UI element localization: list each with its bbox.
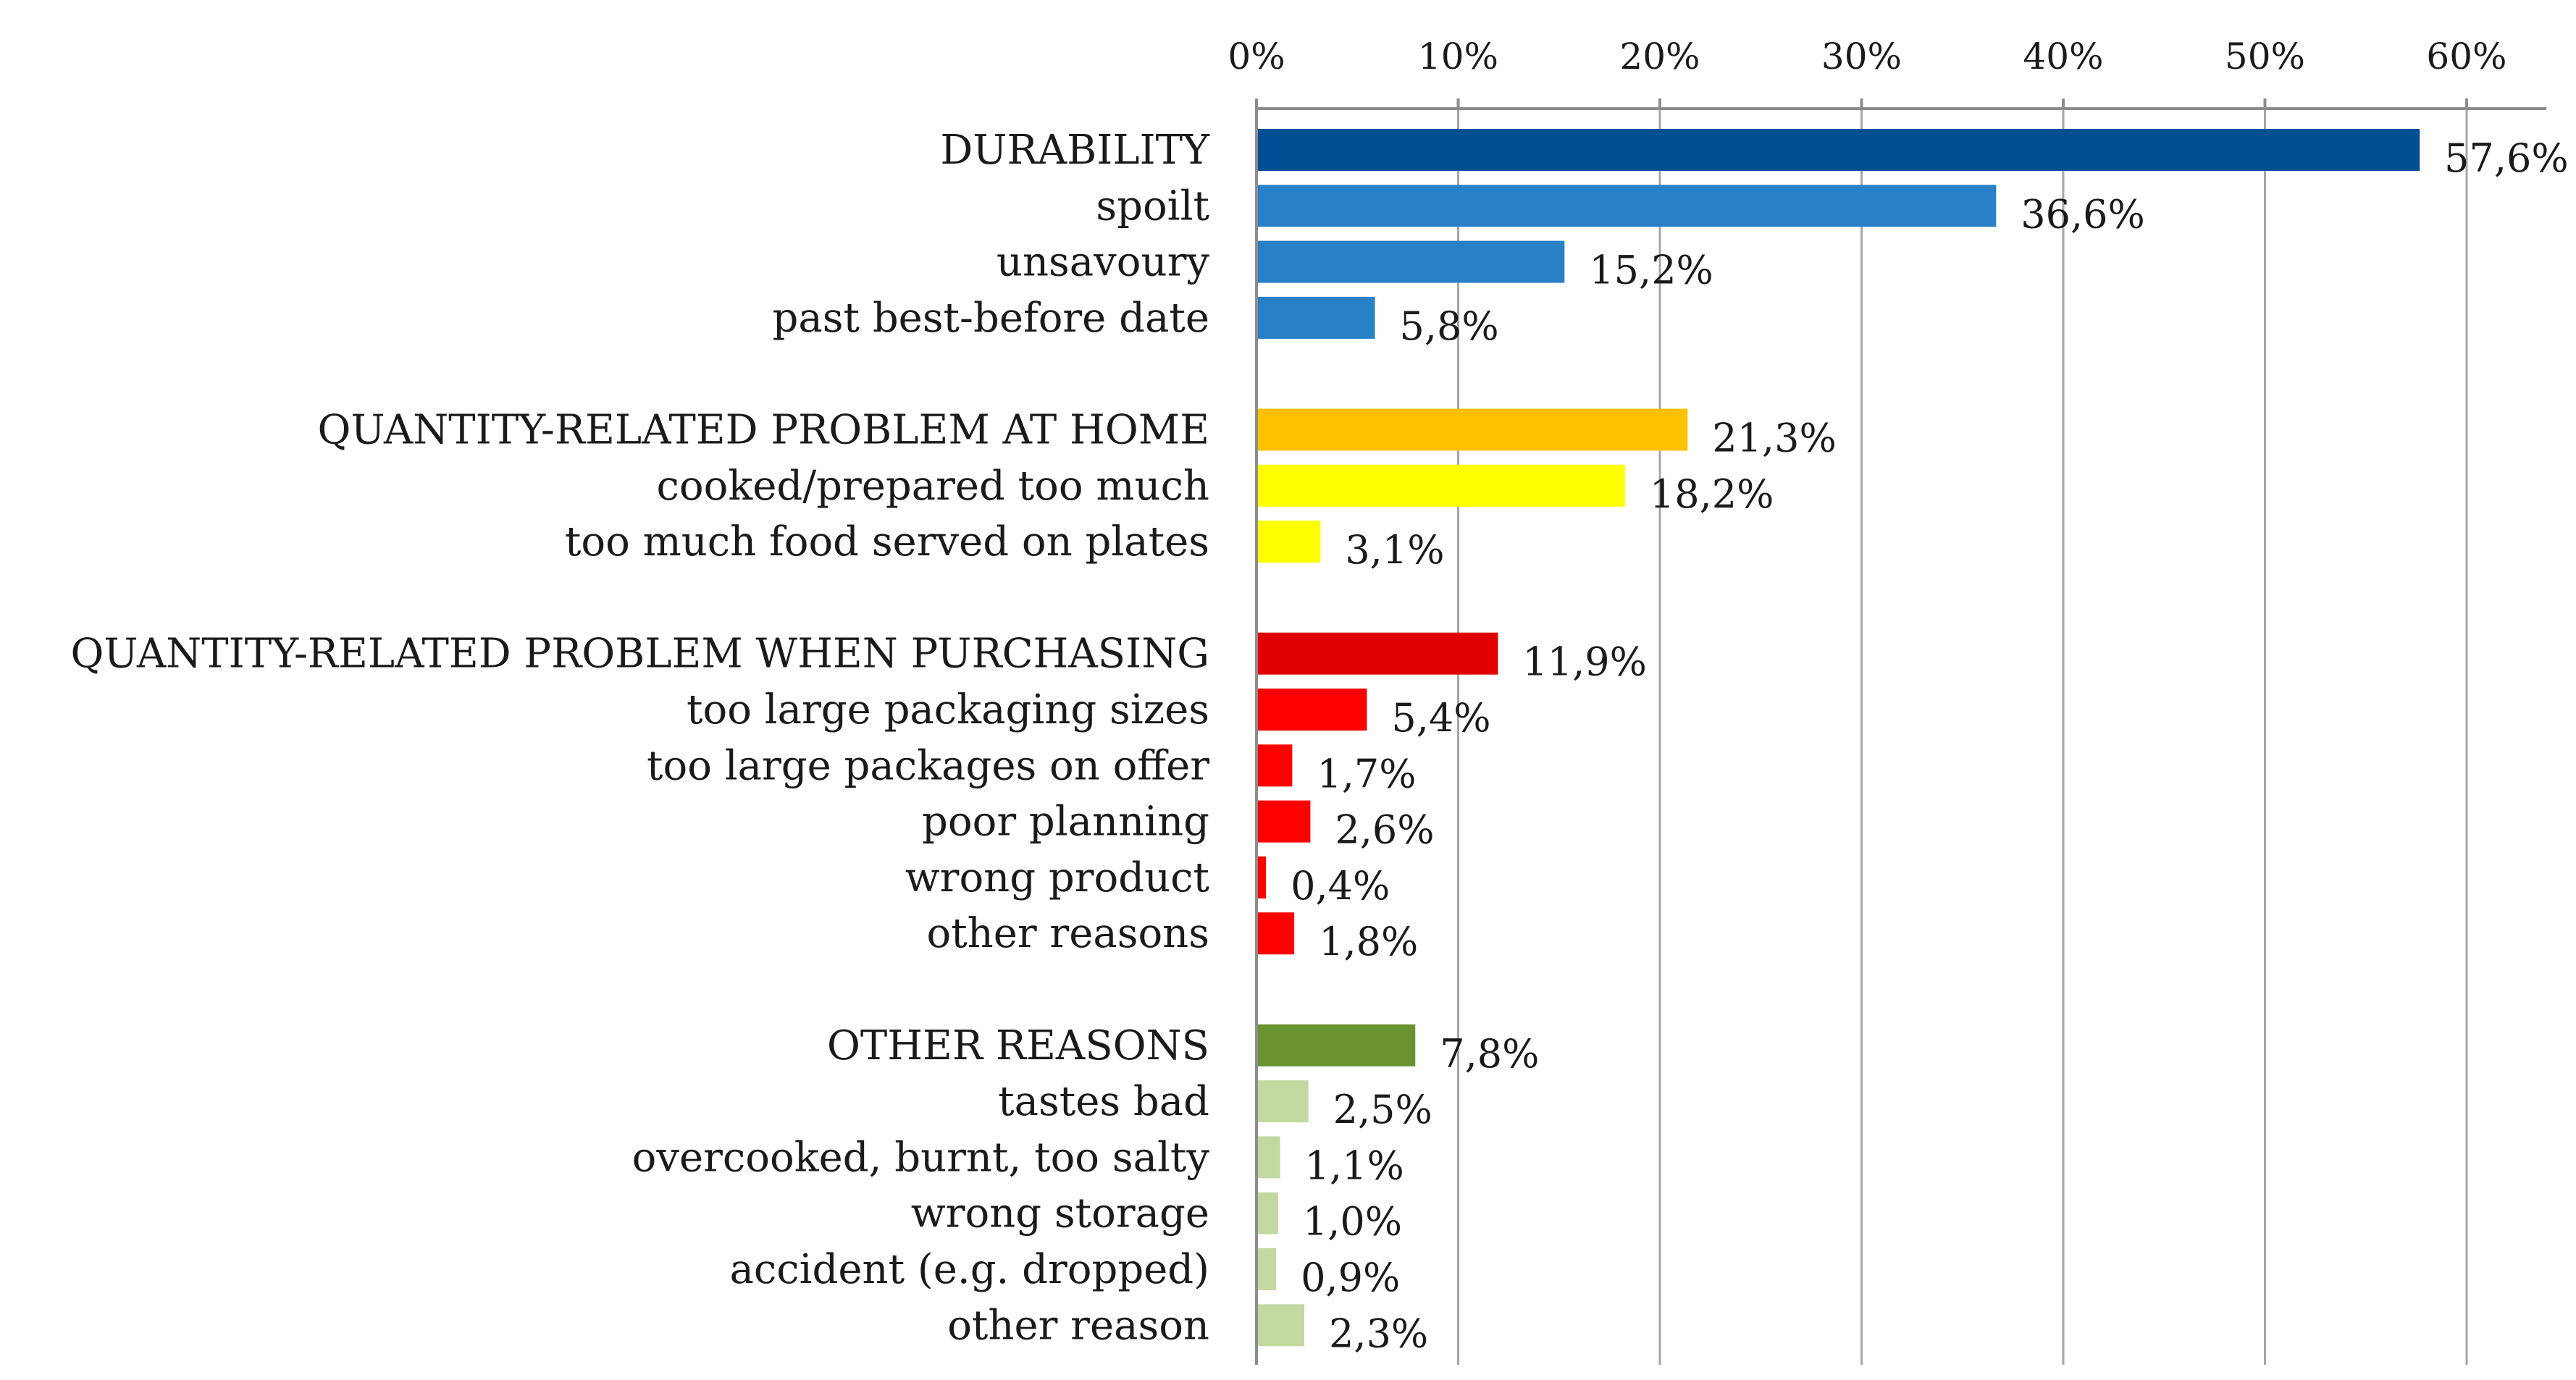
value-label: 21,3%: [1712, 416, 1837, 461]
group-label: OTHER REASONS: [827, 1022, 1209, 1069]
value-label: 2,6%: [1335, 807, 1434, 853]
label-layer: DURABILITY 57,6% spoilt 36,6% unsavoury 15,2%…: [70, 127, 2568, 1356]
value-label: 1,0%: [1303, 1199, 1402, 1245]
category-label: other reasons: [926, 910, 1209, 957]
bar-layer: [1258, 129, 2420, 1347]
category-label: spoilt: [1096, 182, 1209, 230]
bar-spoilt: [1258, 185, 1997, 227]
category-label: poor planning: [922, 799, 1209, 846]
bar-unsavoury: [1258, 240, 1565, 283]
category-label: too much food served on plates: [565, 518, 1209, 565]
bar-accident-e-g-dropped: [1258, 1248, 1277, 1290]
value-label: 1,8%: [1319, 919, 1418, 964]
value-label: 7,8%: [1440, 1031, 1539, 1077]
value-label: 2,5%: [1333, 1087, 1432, 1132]
value-label: 1,7%: [1317, 751, 1416, 796]
bar-other-reasons: [1258, 912, 1295, 955]
value-label: 36,6%: [2021, 191, 2145, 237]
bar-past-best-before-date: [1258, 296, 1375, 339]
category-label: past best-before date: [773, 295, 1209, 342]
value-label: 1,1%: [1305, 1143, 1404, 1188]
value-label: 5,4%: [1391, 695, 1490, 741]
group-bar-quantity-related-problem-when-purchasing: [1258, 632, 1498, 675]
bar-tastes-bad: [1258, 1080, 1309, 1123]
category-label: tastes bad: [998, 1078, 1209, 1125]
value-label: 57,6%: [2444, 135, 2569, 181]
category-label: too large packages on offer: [647, 742, 1209, 789]
category-label: cooked/prepared too much: [657, 463, 1209, 510]
category-label: other reason: [947, 1302, 1209, 1349]
bar-overcooked-burnt-too-salty: [1258, 1136, 1280, 1179]
category-label: too large packaging sizes: [687, 686, 1209, 733]
grid-layer: [1457, 109, 2468, 1365]
bar-wrong-product: [1258, 856, 1267, 899]
x-tick-label: 40%: [2023, 35, 2103, 77]
group-bar-durability: [1258, 129, 2420, 171]
bar-too-much-food-served-on-plates: [1258, 521, 1321, 563]
category-label: accident (e.g. dropped): [730, 1246, 1209, 1293]
category-label: overcooked, burnt, too salty: [632, 1134, 1210, 1181]
group-bar-other-reasons: [1258, 1024, 1416, 1066]
category-label: unsavoury: [997, 239, 1209, 286]
group-label: QUANTITY-RELATED PROBLEM AT HOME: [317, 407, 1209, 454]
group-bar-quantity-related-problem-at-home: [1258, 408, 1688, 451]
x-tick-label: 30%: [1821, 35, 1902, 77]
axis-layer: 0% 10% 20% 30% 40% 50% 60%: [1228, 35, 2546, 1365]
x-tick-label: 50%: [2225, 35, 2305, 77]
bar-too-large-packages-on-offer: [1258, 744, 1293, 787]
category-label: wrong storage: [911, 1190, 1209, 1237]
value-label: 3,1%: [1345, 527, 1444, 573]
bar-wrong-storage: [1258, 1192, 1278, 1234]
value-label: 5,8%: [1400, 303, 1499, 349]
value-label: 18,2%: [1650, 471, 1774, 517]
group-label: QUANTITY-RELATED PROBLEM WHEN PURCHASING: [70, 631, 1209, 678]
x-tick-label: 60%: [2426, 35, 2506, 77]
value-label: 11,9%: [1522, 639, 1647, 685]
category-label: wrong product: [905, 854, 1210, 901]
bar-poor-planning: [1258, 800, 1311, 843]
bar-too-large-packaging-sizes: [1258, 689, 1367, 731]
x-tick-label: 0%: [1228, 35, 1285, 77]
value-label: 0,4%: [1291, 863, 1390, 909]
x-tick-label: 10%: [1418, 35, 1498, 77]
value-label: 15,2%: [1589, 248, 1713, 293]
bar-cooked-prepared-too-much: [1258, 464, 1625, 507]
group-label: DURABILITY: [940, 127, 1210, 174]
x-tick-label: 20%: [1619, 35, 1700, 77]
bar-other-reason: [1258, 1304, 1305, 1347]
value-label: 2,3%: [1329, 1310, 1428, 1356]
value-label: 0,9%: [1301, 1255, 1400, 1300]
